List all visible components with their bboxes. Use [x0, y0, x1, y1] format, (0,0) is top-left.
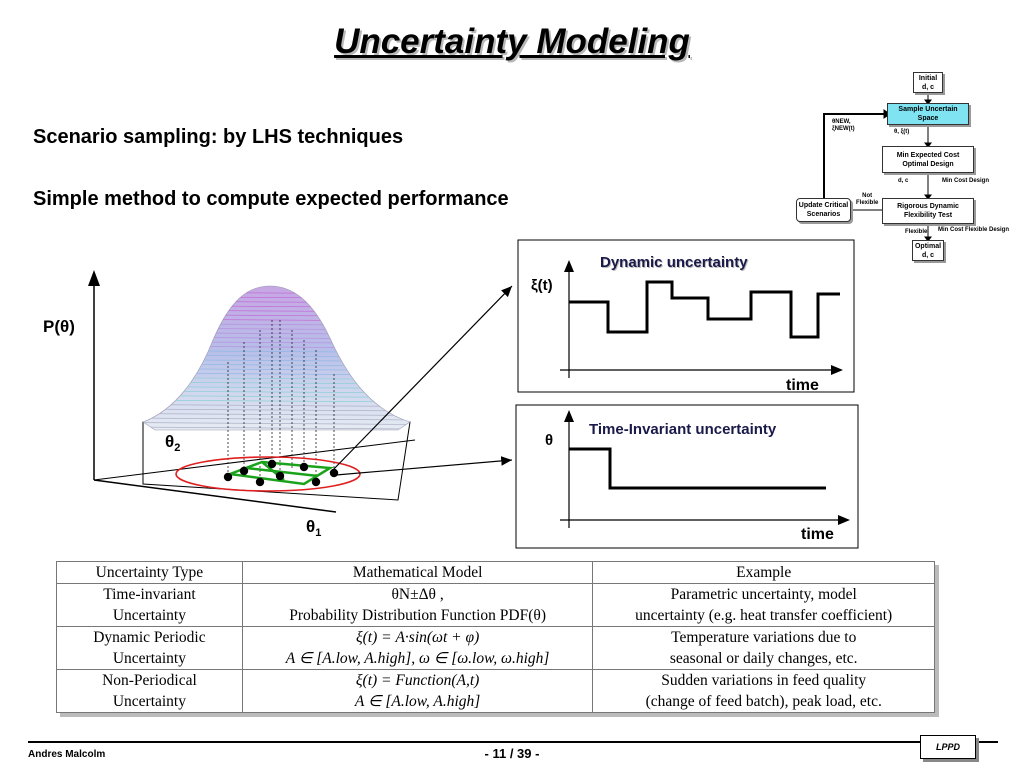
table-row: Dynamic Periodic Uncertainty ξ(t) = A·sin…: [56, 626, 935, 670]
flow-label-flexible: Flexible: [905, 229, 928, 235]
flow-label-min-cost: Min Cost Design: [942, 178, 990, 184]
cell-example: Temperature variations due to seasonal or…: [592, 626, 935, 670]
table-row: Time-invariant Uncertainty θN±Δθ , Probabi…: [56, 583, 935, 627]
cell-model: ξ(t) = A·sin(ωt + φ) A ∈ [A.low, A.high],…: [241, 626, 594, 670]
flow-min-expected-box: Min Expected Cost Optimal Design: [882, 146, 974, 173]
uncertainty-diagram: P(θ) θ2 θ1 Dynamic uncertainty ξ(t) time…: [43, 93, 932, 549]
cell-type: Dynamic Periodic Uncertainty: [56, 626, 243, 670]
flow-label-new: θNEW, ξNEW(t): [832, 119, 855, 132]
arrow-to-invariant: [335, 456, 513, 476]
probability-surface: [142, 285, 411, 431]
theta2-axis-label: θ2: [165, 432, 180, 454]
invariant-uncertainty-box: Time-Invariant uncertainty θ time: [515, 404, 859, 549]
footer-page-number: - 11 / 39 -: [484, 746, 540, 761]
cell-example: Parametric uncertainty, model uncertainty…: [592, 583, 935, 627]
flow-sample-box: Sample Uncertain Space: [887, 103, 969, 125]
cell-example: Sudden variations in feed quality (change…: [592, 669, 935, 713]
bullet-lhs-sampling: Scenario sampling: by LHS techniques: [33, 126, 404, 148]
invariant-uncertainty-signal: [569, 447, 826, 490]
invariant-y-label: θ: [545, 432, 553, 449]
dynamic-box-title: Dynamic uncertainty: [600, 254, 748, 271]
surface-axes: [88, 270, 416, 513]
footer-divider: [28, 741, 998, 743]
cell-model: ξ(t) = Function(A,t) A ∈ [A.low, A.high]: [241, 669, 594, 713]
flow-label-not-flexible: Not Flexible: [856, 193, 879, 206]
dynamic-uncertainty-box: Dynamic uncertainty ξ(t) time: [517, 239, 855, 394]
footer-author: Andres Malcolm: [28, 749, 106, 760]
flow-label-dc: d, c: [898, 178, 909, 184]
flow-initial-box: Initial d, c: [913, 72, 943, 93]
header-example: Example: [592, 561, 935, 584]
flow-optimal-box: Optimal d, c: [912, 240, 944, 261]
header-model: Mathematical Model: [241, 561, 594, 584]
flow-rigorous-box: Rigorous Dynamic Flexibility Test: [882, 198, 974, 224]
lppd-logo: LPPD: [920, 735, 976, 759]
sample-points: [223, 459, 339, 487]
arrow-to-dynamic: [329, 285, 513, 474]
dynamic-x-label: time: [786, 377, 819, 394]
invariant-box-title: Time-Invariant uncertainty: [589, 421, 777, 438]
header-type: Uncertainty Type: [56, 561, 243, 584]
table-header-row: Uncertainty Type Mathematical Model Exam…: [56, 561, 935, 584]
cell-type: Time-invariant Uncertainty: [56, 583, 243, 627]
flow-label-min-cost-flexible: Min Cost Flexible Design: [938, 227, 1010, 233]
uncertainty-region-ellipse: [175, 456, 361, 492]
bullet-expected-performance: Simple method to compute expected perfor…: [33, 188, 509, 210]
slide-title: Uncertainty Modeling: [334, 22, 690, 61]
sample-drop-lines: [227, 318, 335, 480]
dynamic-uncertainty-signal: [569, 280, 840, 339]
uncertainty-table: Uncertainty Type Mathematical Model Exam…: [56, 561, 935, 713]
cell-type: Non-Periodical Uncertainty: [56, 669, 243, 713]
surface-y-label: P(θ): [43, 317, 75, 336]
theta1-axis-label: θ1: [306, 517, 321, 539]
cell-model: θN±Δθ , Probability Distribution Function…: [241, 583, 594, 627]
flow-update-box: Update Critical Scenarios: [796, 198, 851, 222]
table-row: Non-Periodical Uncertainty ξ(t) = Functio…: [56, 669, 935, 713]
flow-label-theta-xi: θ, ξ(t): [894, 129, 910, 135]
invariant-x-label: time: [801, 526, 834, 543]
dynamic-y-label: ξ(t): [531, 277, 553, 294]
